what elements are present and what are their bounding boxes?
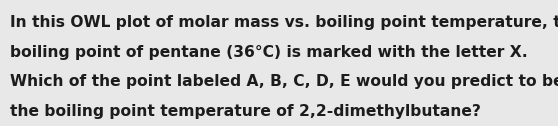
Text: In this OWL plot of molar mass vs. boiling point temperature, the: In this OWL plot of molar mass vs. boili… bbox=[10, 15, 558, 30]
Text: Which of the point labeled A, B, C, D, E would you predict to be: Which of the point labeled A, B, C, D, E… bbox=[10, 74, 558, 89]
Text: boiling point of pentane (36°C) is marked with the letter X.: boiling point of pentane (36°C) is marke… bbox=[10, 45, 528, 60]
Text: the boiling point temperature of 2,2-dimethylbutane?: the boiling point temperature of 2,2-dim… bbox=[10, 104, 481, 119]
